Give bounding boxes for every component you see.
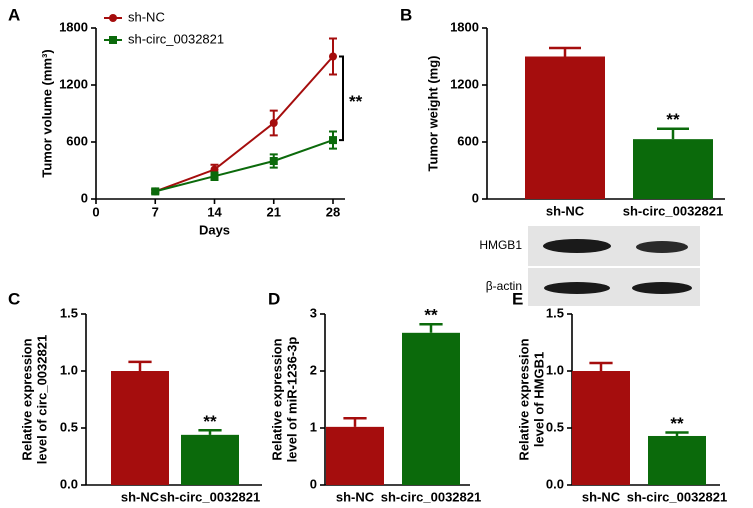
y-tick-label: 0 bbox=[81, 190, 88, 205]
x-tick-label: 21 bbox=[267, 204, 281, 219]
y-tick-label: 1200 bbox=[59, 76, 88, 91]
y-tick-label: 0 bbox=[310, 476, 317, 491]
point bbox=[269, 157, 278, 165]
legend-marker bbox=[109, 36, 117, 44]
bar bbox=[572, 371, 630, 485]
y-tick-label: 1800 bbox=[450, 19, 479, 34]
annotation: ** bbox=[349, 92, 363, 111]
blot-band bbox=[636, 241, 688, 253]
y-axis-label: level of HMGB1 bbox=[531, 352, 546, 447]
annotation: ** bbox=[670, 414, 684, 433]
y-tick-label: 0.5 bbox=[60, 419, 78, 434]
y-tick-label: 1.5 bbox=[546, 305, 564, 320]
y-tick-label: 1.0 bbox=[546, 362, 564, 377]
y-tick-label: 1200 bbox=[450, 76, 479, 91]
y-tick-label: 0.0 bbox=[546, 476, 564, 491]
panel-label: B bbox=[400, 5, 412, 24]
series-line bbox=[155, 139, 334, 193]
y-tick-label: 1 bbox=[310, 419, 317, 434]
bar bbox=[633, 139, 713, 199]
point bbox=[329, 136, 337, 145]
y-tick-label: 600 bbox=[457, 133, 479, 148]
y-tick-label: 0 bbox=[472, 190, 479, 205]
bar bbox=[402, 332, 460, 485]
x-tick-label: 14 bbox=[207, 204, 222, 219]
point bbox=[210, 172, 219, 181]
legend-marker bbox=[109, 14, 117, 22]
blot-band bbox=[544, 282, 610, 294]
point bbox=[329, 52, 337, 61]
legend-label: sh-NC bbox=[128, 9, 165, 24]
error-bar bbox=[549, 46, 581, 57]
western-blot: HMGB1 β-actin bbox=[479, 226, 700, 306]
x-tick-label: sh-circ_0032821 bbox=[381, 489, 481, 504]
x-tick-label: sh-NC bbox=[546, 203, 585, 218]
blot-label: HMGB1 bbox=[479, 238, 522, 252]
y-axis-label: level of miR-1236-3p bbox=[284, 337, 299, 463]
blot-label: β-actin bbox=[486, 279, 522, 293]
error-bar bbox=[665, 431, 689, 436]
x-tick-label: sh-circ_0032821 bbox=[627, 489, 727, 504]
annotation: ** bbox=[424, 306, 438, 325]
blot-band bbox=[543, 239, 611, 253]
error-bar bbox=[589, 361, 613, 371]
x-tick-label: sh-NC bbox=[336, 489, 375, 504]
significance-bracket bbox=[339, 55, 344, 142]
bar bbox=[181, 434, 239, 485]
point bbox=[269, 119, 278, 127]
annotation: ** bbox=[666, 110, 680, 129]
x-tick-label: sh-NC bbox=[582, 489, 621, 504]
error-bar bbox=[128, 360, 152, 371]
x-tick-label: sh-NC bbox=[121, 489, 160, 504]
y-tick-label: 3 bbox=[310, 305, 317, 320]
error-bar bbox=[419, 323, 443, 333]
error-bar bbox=[657, 127, 689, 140]
x-tick-label: 7 bbox=[152, 204, 159, 219]
y-tick-label: 0.0 bbox=[60, 476, 78, 491]
y-tick-label: 2 bbox=[310, 362, 317, 377]
error-bar bbox=[343, 417, 367, 427]
y-tick-label: 1.5 bbox=[60, 305, 78, 320]
legend-label: sh-circ_0032821 bbox=[128, 31, 224, 46]
x-tick-label: 28 bbox=[326, 204, 340, 219]
y-axis-label: Tumor volume (mm³) bbox=[39, 49, 54, 177]
series-line bbox=[154, 55, 334, 193]
bar bbox=[326, 426, 384, 485]
panel-label: A bbox=[8, 5, 20, 24]
panel-label: D bbox=[268, 289, 280, 308]
bar bbox=[648, 435, 706, 485]
y-tick-label: 0.5 bbox=[546, 419, 564, 434]
y-axis-label: Relative expression bbox=[269, 338, 284, 460]
point bbox=[151, 187, 160, 196]
x-tick-label: sh-circ_0032821 bbox=[160, 489, 260, 504]
x-tick-label: 0 bbox=[92, 204, 99, 219]
y-axis-label: Tumor weight (mg) bbox=[425, 55, 440, 171]
x-axis-label: Days bbox=[199, 222, 230, 237]
x-tick-label: sh-circ_0032821 bbox=[623, 203, 723, 218]
blot-band bbox=[632, 282, 692, 294]
error-bar bbox=[198, 429, 222, 435]
y-tick-label: 1800 bbox=[59, 19, 88, 34]
y-tick-label: 600 bbox=[66, 133, 88, 148]
annotation: ** bbox=[203, 412, 217, 431]
y-axis-label: level of circ_0032821 bbox=[34, 335, 49, 464]
bar bbox=[525, 56, 605, 199]
panel-label: C bbox=[8, 289, 20, 308]
bar bbox=[111, 371, 169, 485]
y-axis-label: Relative expression bbox=[516, 338, 531, 460]
y-tick-label: 1.0 bbox=[60, 362, 78, 377]
panel-label: E bbox=[512, 289, 523, 308]
y-axis-label: Relative expression bbox=[19, 338, 34, 460]
